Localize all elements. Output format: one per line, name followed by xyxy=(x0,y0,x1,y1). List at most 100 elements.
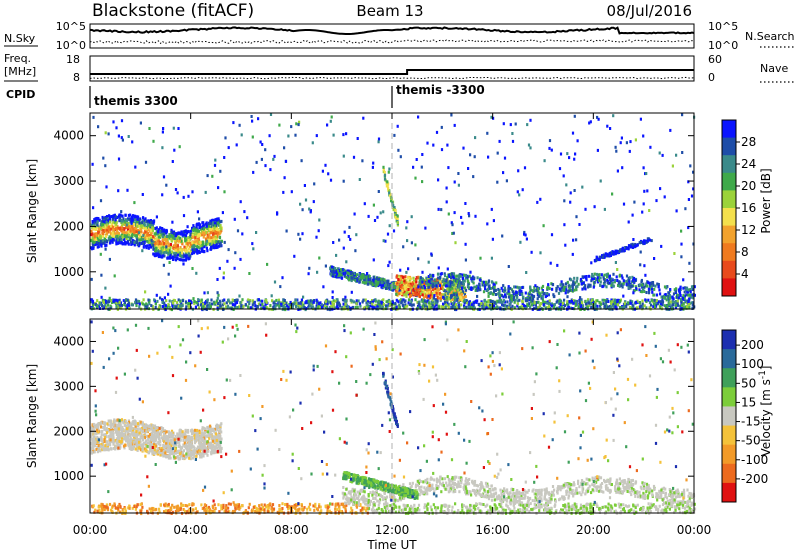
data-cell xyxy=(672,303,675,307)
data-cell xyxy=(408,292,411,295)
data-cell xyxy=(155,226,158,230)
data-cell xyxy=(97,125,100,129)
data-cell xyxy=(467,284,470,288)
data-cell xyxy=(167,245,170,249)
data-cell xyxy=(650,298,653,302)
data-cell xyxy=(222,271,225,275)
data-cell xyxy=(291,305,294,309)
data-cell xyxy=(196,210,199,214)
data-cell xyxy=(388,304,391,308)
data-cell xyxy=(692,187,695,191)
data-cell xyxy=(207,305,210,309)
data-cell xyxy=(211,229,214,233)
data-cell xyxy=(108,235,111,239)
data-cell xyxy=(188,302,191,305)
data-cell xyxy=(614,249,617,253)
data-cell xyxy=(681,303,684,307)
data-cell xyxy=(527,143,531,147)
data-cell xyxy=(193,248,196,252)
data-cell xyxy=(524,304,527,308)
data-cell xyxy=(142,238,145,242)
data-cell xyxy=(629,299,632,303)
data-cell xyxy=(383,170,386,174)
data-cell xyxy=(201,224,204,228)
data-cell xyxy=(208,235,211,239)
data-cell xyxy=(686,304,689,308)
data-cell xyxy=(194,236,197,240)
data-cell xyxy=(205,246,208,250)
data-cell xyxy=(299,237,302,241)
data-cell xyxy=(508,295,511,299)
data-cell xyxy=(283,301,286,305)
data-cell xyxy=(119,216,122,220)
data-cell xyxy=(599,280,602,284)
data-cell xyxy=(300,306,303,310)
data-cell xyxy=(510,288,514,292)
data-cell xyxy=(170,308,173,312)
cpid-segment-2: themis -3300 xyxy=(396,83,485,97)
data-cell xyxy=(384,285,387,288)
data-cell xyxy=(626,301,630,305)
data-cell xyxy=(567,289,570,293)
data-cell xyxy=(160,233,163,237)
data-cell xyxy=(447,280,450,284)
data-cell xyxy=(394,209,397,212)
data-cell xyxy=(103,242,106,245)
data-cell xyxy=(639,290,642,293)
data-cell xyxy=(559,283,562,287)
data-cell xyxy=(415,288,418,292)
data-cell xyxy=(647,291,651,295)
data-cell xyxy=(455,306,458,310)
data-cell xyxy=(428,306,431,310)
data-cell xyxy=(374,303,377,307)
data-cell xyxy=(518,193,521,197)
data-cell xyxy=(509,286,512,290)
data-cell xyxy=(192,224,195,228)
data-cell xyxy=(218,299,221,303)
data-cell xyxy=(566,152,569,156)
data-cell xyxy=(418,301,421,304)
data-cell xyxy=(635,244,638,248)
data-cell xyxy=(195,301,199,305)
data-cell xyxy=(404,275,407,279)
data-cell xyxy=(646,239,649,243)
data-cell xyxy=(171,301,175,305)
data-cell xyxy=(472,301,476,305)
data-cell xyxy=(478,282,481,286)
data-cell xyxy=(161,235,164,239)
noise-right-label: N.Search xyxy=(745,30,795,43)
data-cell xyxy=(113,274,116,278)
data-cell xyxy=(395,282,398,286)
data-cell xyxy=(344,299,347,303)
data-cell xyxy=(649,145,652,149)
data-cell xyxy=(311,141,314,145)
data-cell xyxy=(212,243,215,247)
data-cell xyxy=(632,238,635,241)
data-cell xyxy=(407,267,410,271)
data-cell xyxy=(425,287,428,291)
data-cell xyxy=(181,258,185,262)
data-cell xyxy=(587,283,590,287)
data-cell xyxy=(338,268,341,272)
data-cell xyxy=(114,298,117,302)
data-cell xyxy=(157,238,160,242)
noise-left-tick-bottom: 10^0 xyxy=(56,39,86,52)
data-cell xyxy=(641,305,644,309)
data-cell xyxy=(191,190,194,194)
data-cell xyxy=(486,304,490,308)
data-cell xyxy=(272,305,275,309)
data-cell xyxy=(410,286,413,290)
data-cell xyxy=(189,299,192,303)
data-cell xyxy=(563,289,566,292)
data-cell xyxy=(451,282,454,286)
data-cell xyxy=(181,299,185,303)
data-cell xyxy=(125,231,128,235)
data-cell xyxy=(165,234,168,238)
data-cell xyxy=(470,276,473,280)
data-cell xyxy=(90,300,93,304)
data-cell xyxy=(206,174,209,178)
data-cell xyxy=(373,278,376,282)
data-cell xyxy=(427,285,430,289)
data-cell xyxy=(336,302,339,306)
data-cell xyxy=(418,304,421,308)
